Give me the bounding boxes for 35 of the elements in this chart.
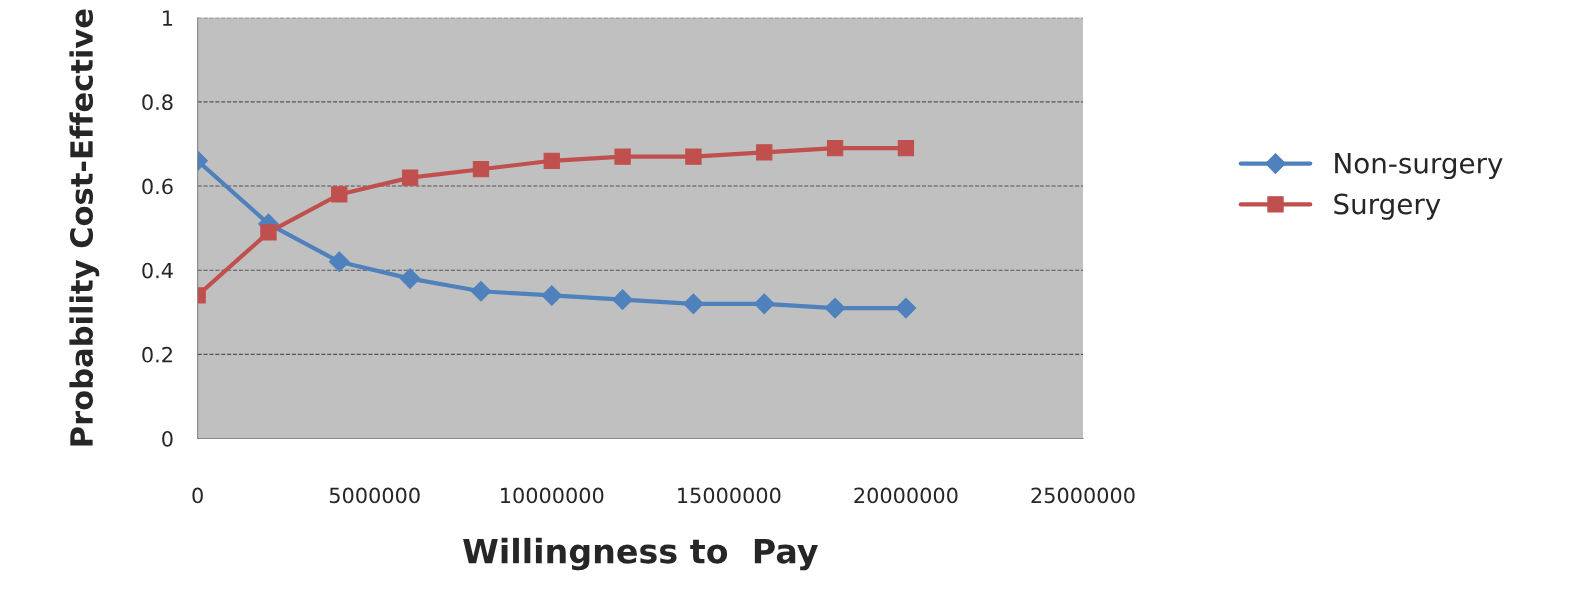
point <box>541 285 563 306</box>
legend-label: Non-surgery <box>1335 153 1503 180</box>
point <box>897 140 915 157</box>
point <box>260 224 277 241</box>
x-axis-title: Willingness to Pay <box>463 537 818 571</box>
point <box>826 140 844 157</box>
x-tick-label: 25000000 <box>1031 487 1135 504</box>
y-axis-title: Probability Cost-Effective <box>69 9 100 446</box>
y-tick-label: 1 <box>163 10 173 26</box>
point <box>824 297 846 319</box>
point <box>401 169 419 186</box>
point <box>895 297 917 319</box>
x-tick-label: 5000000 <box>329 487 420 504</box>
point <box>753 293 775 315</box>
point <box>328 251 350 273</box>
point <box>399 268 421 289</box>
point <box>683 293 704 315</box>
y-tick-label: 0.8 <box>142 94 173 111</box>
y-tick-label: 0 <box>162 430 173 447</box>
point <box>470 280 492 302</box>
x-tick-label: 0 <box>192 487 203 504</box>
y-tick-label: 0.4 <box>142 262 173 279</box>
point <box>612 289 633 310</box>
x-tick-label: 20000000 <box>854 487 958 504</box>
y-tick-label: 0.2 <box>142 346 172 363</box>
point <box>756 144 773 161</box>
point <box>472 161 490 178</box>
legend-label: Surgery <box>1334 193 1441 220</box>
x-tick-label: 10000000 <box>501 487 604 504</box>
point <box>331 186 348 203</box>
point <box>543 152 560 169</box>
point <box>614 148 631 165</box>
y-tick-label: 0.6 <box>142 178 173 195</box>
point <box>685 148 702 165</box>
x-tick-label: 15000000 <box>678 487 781 504</box>
